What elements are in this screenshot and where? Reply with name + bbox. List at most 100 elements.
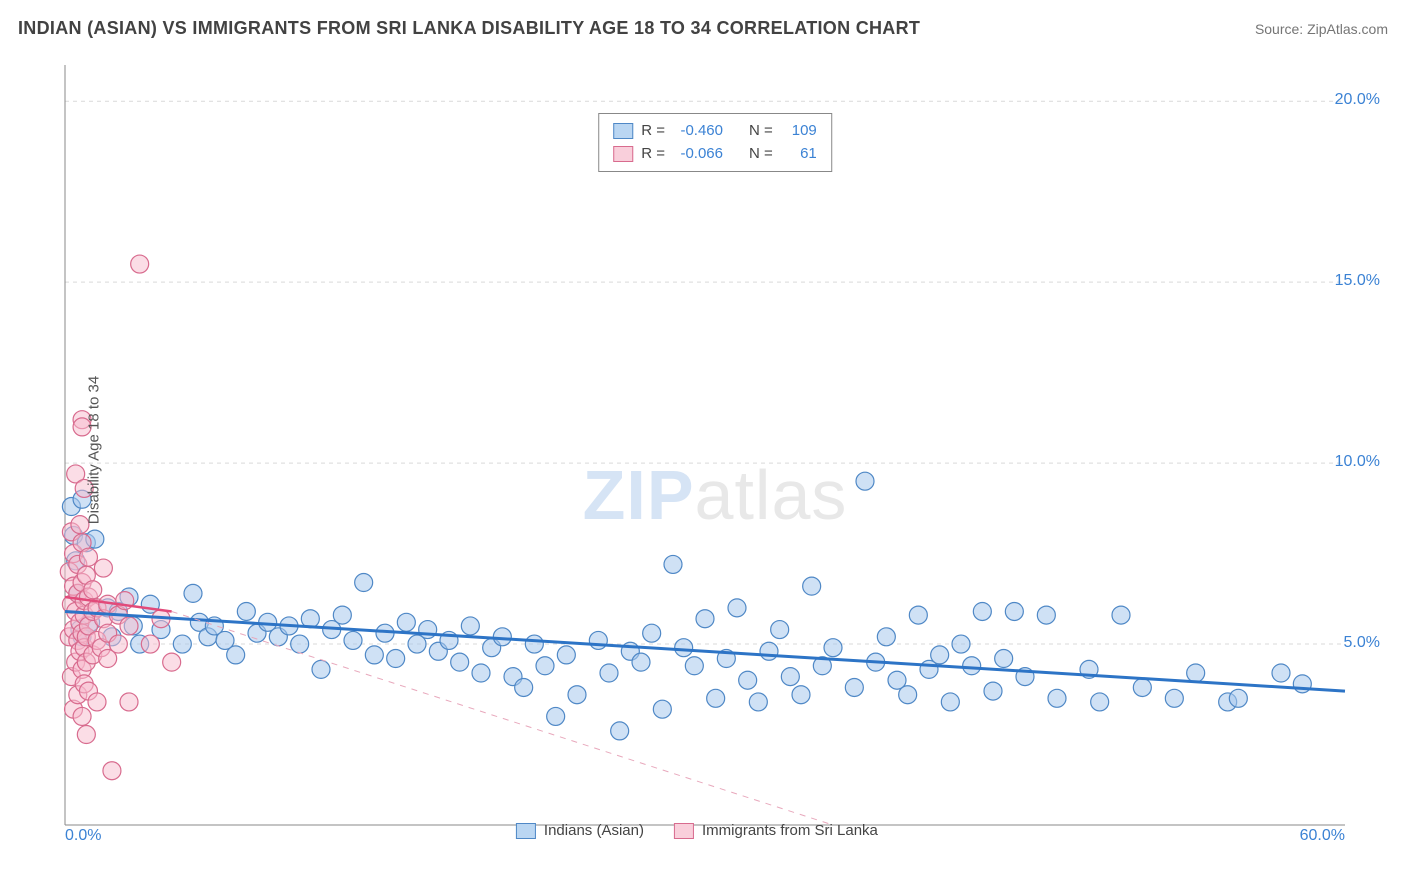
scatter-point: [1005, 602, 1023, 620]
stat-r-label: R =: [641, 120, 665, 143]
scatter-point: [451, 653, 469, 671]
scatter-point: [749, 693, 767, 711]
stat-n-label: N =: [749, 143, 773, 166]
stat-n-label: N =: [749, 120, 773, 143]
y-axis-label: Disability Age 18 to 34: [86, 376, 103, 524]
legend-label: Immigrants from Sri Lanka: [702, 822, 878, 839]
x-tick-max: 60.0%: [1300, 827, 1345, 845]
scatter-point: [355, 574, 373, 592]
scatter-point: [131, 255, 149, 273]
scatter-point: [79, 548, 97, 566]
scatter-point: [291, 635, 309, 653]
scatter-point: [845, 678, 863, 696]
scatter-point: [365, 646, 383, 664]
scatter-point: [685, 657, 703, 675]
scatter-point: [525, 635, 543, 653]
scatter-point: [120, 617, 138, 635]
scatter-point: [557, 646, 575, 664]
y-tick-label: 20.0%: [1335, 91, 1380, 109]
scatter-point: [643, 624, 661, 642]
scatter-point: [653, 700, 671, 718]
scatter-point: [1229, 689, 1247, 707]
scatter-point: [387, 650, 405, 668]
scatter-point: [611, 722, 629, 740]
stat-n-value: 61: [781, 143, 817, 166]
scatter-point: [632, 653, 650, 671]
scatter-point: [94, 559, 112, 577]
chart-container: Disability Age 18 to 34 ZIPatlas R = -0.…: [55, 55, 1375, 845]
legend-item: Immigrants from Sri Lanka: [674, 822, 878, 839]
scatter-point: [77, 726, 95, 744]
scatter-point: [568, 686, 586, 704]
scatter-point: [536, 657, 554, 675]
scatter-point: [1187, 664, 1205, 682]
scatter-point: [344, 631, 362, 649]
scatter-point: [103, 762, 121, 780]
scatter-point: [728, 599, 746, 617]
scatter-point: [696, 610, 714, 628]
scatter-point: [173, 635, 191, 653]
scatter-point: [515, 678, 533, 696]
scatter-point: [472, 664, 490, 682]
scatter-point: [88, 693, 106, 711]
scatter-point: [664, 555, 682, 573]
scatter-point: [1037, 606, 1055, 624]
legend-swatch: [516, 823, 536, 839]
stat-r-value: -0.066: [673, 143, 723, 166]
y-tick-label: 10.0%: [1335, 453, 1380, 471]
stats-row: R = -0.460 N = 109: [613, 120, 817, 143]
legend-label: Indians (Asian): [544, 822, 644, 839]
correlation-stats-box: R = -0.460 N = 109 R = -0.066 N = 61: [598, 113, 832, 172]
scatter-point: [792, 686, 810, 704]
chart-title: INDIAN (ASIAN) VS IMMIGRANTS FROM SRI LA…: [18, 18, 920, 39]
legend-swatch: [674, 823, 694, 839]
stat-r-value: -0.460: [673, 120, 723, 143]
scatter-point: [781, 668, 799, 686]
stat-r-label: R =: [641, 143, 665, 166]
scatter-point: [1091, 693, 1109, 711]
scatter-point: [760, 642, 778, 660]
scatter-point: [312, 660, 330, 678]
scatter-point: [1133, 678, 1151, 696]
scatter-point: [397, 613, 415, 631]
scatter-point: [1112, 606, 1130, 624]
scatter-point: [333, 606, 351, 624]
stats-row: R = -0.066 N = 61: [613, 143, 817, 166]
scatter-point: [909, 606, 927, 624]
scatter-point: [771, 621, 789, 639]
scatter-point: [931, 646, 949, 664]
series-swatch: [613, 123, 633, 139]
scatter-point: [600, 664, 618, 682]
scatter-point: [73, 707, 91, 725]
scatter-point: [163, 653, 181, 671]
legend: Indians (Asian) Immigrants from Sri Lanka: [516, 822, 878, 839]
scatter-point: [963, 657, 981, 675]
scatter-point: [803, 577, 821, 595]
scatter-point: [952, 635, 970, 653]
scatter-point: [877, 628, 895, 646]
y-tick-label: 5.0%: [1344, 634, 1380, 652]
scatter-point: [120, 693, 138, 711]
scatter-point: [109, 635, 127, 653]
scatter-point: [237, 602, 255, 620]
scatter-point: [739, 671, 757, 689]
scatter-point: [1165, 689, 1183, 707]
scatter-point: [547, 707, 565, 725]
scatter-point: [899, 686, 917, 704]
scatter-point: [84, 581, 102, 599]
scatter-point: [856, 472, 874, 490]
scatter-chart: [55, 55, 1375, 845]
source-credit: Source: ZipAtlas.com: [1255, 21, 1388, 37]
scatter-point: [141, 635, 159, 653]
scatter-point: [707, 689, 725, 707]
scatter-point: [227, 646, 245, 664]
scatter-point: [984, 682, 1002, 700]
y-tick-label: 15.0%: [1335, 272, 1380, 290]
scatter-point: [461, 617, 479, 635]
scatter-point: [1048, 689, 1066, 707]
scatter-point: [675, 639, 693, 657]
scatter-point: [941, 693, 959, 711]
legend-item: Indians (Asian): [516, 822, 644, 839]
scatter-point: [184, 584, 202, 602]
scatter-point: [824, 639, 842, 657]
